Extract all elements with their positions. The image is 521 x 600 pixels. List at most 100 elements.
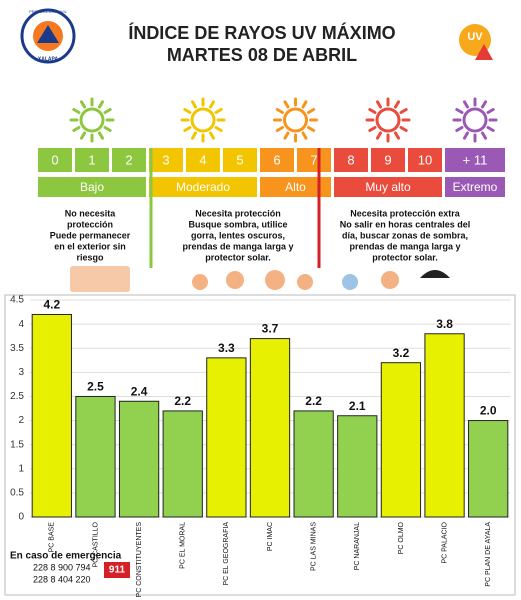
sun-ray bbox=[301, 100, 308, 109]
sun bbox=[365, 97, 411, 143]
y-tick-label: 1 bbox=[18, 463, 24, 474]
value-label: 2.1 bbox=[349, 399, 366, 413]
sun-core bbox=[375, 107, 401, 133]
level-label: 8 bbox=[347, 152, 354, 167]
category-label: Moderado bbox=[176, 180, 230, 194]
sun-core bbox=[79, 107, 105, 133]
badge-911-text: 911 bbox=[109, 565, 126, 576]
badge-911 bbox=[104, 562, 130, 578]
level-label: 3 bbox=[162, 152, 169, 167]
level-label: 0 bbox=[51, 152, 58, 167]
bar bbox=[206, 357, 247, 518]
level-label: 10 bbox=[418, 152, 432, 167]
y-tick-label: 4.5 bbox=[10, 295, 24, 306]
bar bbox=[118, 400, 160, 518]
sun-ray bbox=[368, 126, 377, 132]
y-tick-label: 2 bbox=[18, 415, 24, 426]
subtitle: MARTES 08 DE ABRIL bbox=[167, 45, 357, 65]
x-tick-label: PC IMAC bbox=[267, 522, 274, 551]
sun-ray bbox=[455, 126, 464, 132]
sun-ray bbox=[183, 126, 192, 132]
level-cell bbox=[334, 148, 368, 172]
level-cell bbox=[75, 148, 109, 172]
sun-ray bbox=[368, 108, 377, 114]
value-label: 4.2 bbox=[43, 298, 60, 312]
bar bbox=[293, 410, 334, 518]
logo-text: PROTECCIÓN CIVIL bbox=[29, 9, 68, 14]
level-label: 4 bbox=[199, 152, 206, 167]
category-label: Alto bbox=[285, 180, 306, 194]
sun-ray bbox=[283, 100, 290, 109]
level-label: + 11 bbox=[463, 152, 488, 167]
logo-city: XALAPA bbox=[38, 56, 59, 62]
x-tick-label: PC CONSTITUYENTES bbox=[136, 522, 143, 598]
category-label: Muy alto bbox=[365, 180, 411, 194]
value-label: 3.3 bbox=[218, 341, 235, 355]
level-label: 6 bbox=[273, 152, 280, 167]
description-line: Necesita protección bbox=[195, 208, 281, 218]
description-line: protector solar. bbox=[372, 252, 438, 262]
y-tick-label: 3.5 bbox=[10, 343, 24, 354]
bar bbox=[337, 415, 378, 518]
sun-ray bbox=[481, 131, 487, 140]
description-line: No salir en horas centrales del bbox=[340, 219, 471, 229]
description-line: prendas de manga larga y bbox=[349, 241, 460, 251]
level-cell bbox=[112, 148, 146, 172]
sun-ray bbox=[214, 126, 223, 132]
sun-ray bbox=[191, 100, 197, 109]
description-line: Puede permanecer bbox=[50, 230, 131, 240]
sun bbox=[180, 97, 226, 143]
sun-ray bbox=[98, 131, 104, 140]
description-line: día, buscar zonas de sombra, bbox=[342, 230, 468, 240]
value-label: 2.0 bbox=[480, 404, 497, 418]
title: ÍNDICE DE RAYOS UV MÁXIMO bbox=[128, 22, 395, 43]
y-tick-label: 0.5 bbox=[10, 488, 24, 499]
y-tick-label: 3 bbox=[18, 367, 24, 378]
level-cell bbox=[149, 148, 183, 172]
category-cell bbox=[38, 177, 146, 197]
x-tick-label: PC PLAN DE AYALA bbox=[485, 522, 492, 587]
logo: PROTECCIÓN CIVIL XALAPA bbox=[20, 8, 76, 64]
sun-ray bbox=[80, 100, 86, 109]
sun-ray bbox=[486, 108, 495, 114]
x-tick-label: PC EL MORAL bbox=[180, 522, 187, 569]
sun-ray bbox=[463, 100, 469, 109]
sun-ray bbox=[394, 100, 400, 109]
bar bbox=[75, 395, 116, 518]
sun-ray bbox=[399, 126, 408, 132]
sun-ray bbox=[191, 131, 197, 140]
sun-ray bbox=[214, 108, 223, 114]
category-label: Extremo bbox=[453, 180, 498, 194]
sun-ray bbox=[275, 126, 285, 132]
value-label: 2.5 bbox=[87, 380, 104, 394]
sun-ray bbox=[72, 126, 81, 132]
description-line: protección bbox=[67, 219, 113, 229]
sun-ray bbox=[183, 108, 192, 114]
value-label: 3.8 bbox=[436, 317, 453, 331]
sun bbox=[452, 97, 498, 143]
level-cell bbox=[297, 148, 331, 172]
description-line: gorra, lentes oscuros, bbox=[191, 230, 285, 240]
level-cell bbox=[408, 148, 442, 172]
description-line: protector solar. bbox=[205, 252, 271, 262]
sun-ray bbox=[399, 108, 408, 114]
level-cell bbox=[223, 148, 257, 172]
bar bbox=[249, 338, 291, 518]
sun-ray bbox=[455, 108, 464, 114]
y-tick-label: 2.5 bbox=[10, 391, 24, 402]
category-cell bbox=[149, 177, 257, 197]
sun bbox=[273, 97, 318, 143]
sun-core bbox=[190, 107, 216, 133]
level-label: 5 bbox=[236, 152, 243, 167]
sun-ray bbox=[394, 131, 400, 140]
x-tick-label: PC LAS MINAS bbox=[310, 522, 317, 571]
level-cell bbox=[445, 148, 505, 172]
sun-core bbox=[462, 107, 488, 133]
sun-ray bbox=[209, 100, 215, 109]
level-label: 2 bbox=[125, 152, 132, 167]
description-line: prendas de manga larga y bbox=[182, 241, 293, 251]
uv-scale: 0 1 2 Bajo 3 4 5 Moderado 6 7 Alto 8 9 10 Muy alto + 11… bbox=[38, 97, 505, 262]
level-cell bbox=[38, 148, 72, 172]
x-tick-label: PC EL GEOGRAFIA bbox=[223, 522, 230, 586]
sun-ray bbox=[283, 131, 290, 140]
